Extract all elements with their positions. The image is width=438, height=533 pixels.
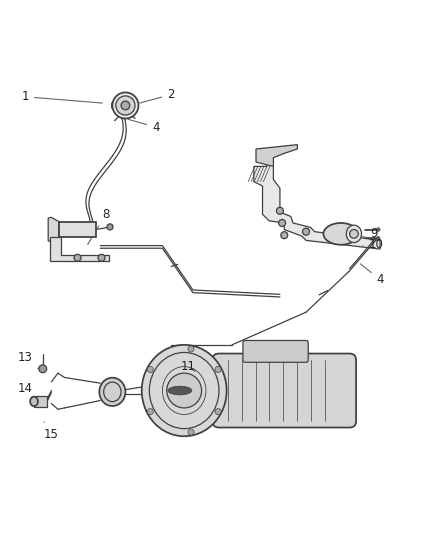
Ellipse shape: [99, 378, 125, 406]
Ellipse shape: [142, 345, 226, 436]
Text: 14: 14: [18, 382, 39, 397]
Polygon shape: [256, 144, 297, 166]
Text: 9: 9: [361, 228, 377, 240]
Circle shape: [188, 429, 194, 435]
Circle shape: [377, 237, 380, 240]
Circle shape: [377, 228, 380, 231]
Circle shape: [215, 409, 221, 415]
FancyBboxPatch shape: [243, 341, 308, 362]
Circle shape: [113, 92, 138, 118]
Ellipse shape: [30, 397, 38, 406]
Circle shape: [147, 366, 153, 373]
Text: 11: 11: [181, 360, 196, 373]
Circle shape: [281, 232, 288, 239]
Ellipse shape: [323, 223, 358, 245]
Text: 4: 4: [128, 119, 159, 134]
Circle shape: [303, 228, 310, 235]
FancyBboxPatch shape: [59, 222, 96, 237]
Circle shape: [121, 101, 130, 110]
Text: 13: 13: [18, 351, 39, 369]
Text: 4: 4: [360, 264, 384, 286]
Circle shape: [98, 254, 105, 261]
Text: 10: 10: [363, 238, 383, 251]
Circle shape: [215, 366, 221, 373]
Circle shape: [167, 373, 201, 408]
Text: 2: 2: [138, 88, 175, 103]
Circle shape: [147, 409, 153, 415]
Polygon shape: [254, 158, 380, 249]
Circle shape: [350, 230, 358, 238]
Circle shape: [279, 220, 286, 227]
Polygon shape: [48, 217, 59, 241]
Circle shape: [116, 96, 135, 115]
Circle shape: [188, 346, 194, 352]
Circle shape: [74, 254, 81, 261]
FancyBboxPatch shape: [34, 396, 47, 407]
Circle shape: [107, 224, 113, 230]
Polygon shape: [50, 237, 109, 261]
Circle shape: [39, 365, 47, 373]
Ellipse shape: [168, 386, 192, 395]
FancyBboxPatch shape: [212, 353, 356, 427]
Text: 8: 8: [88, 208, 110, 245]
Text: 1: 1: [21, 90, 102, 103]
Ellipse shape: [346, 225, 361, 243]
Text: 15: 15: [44, 422, 59, 441]
Circle shape: [276, 207, 283, 214]
